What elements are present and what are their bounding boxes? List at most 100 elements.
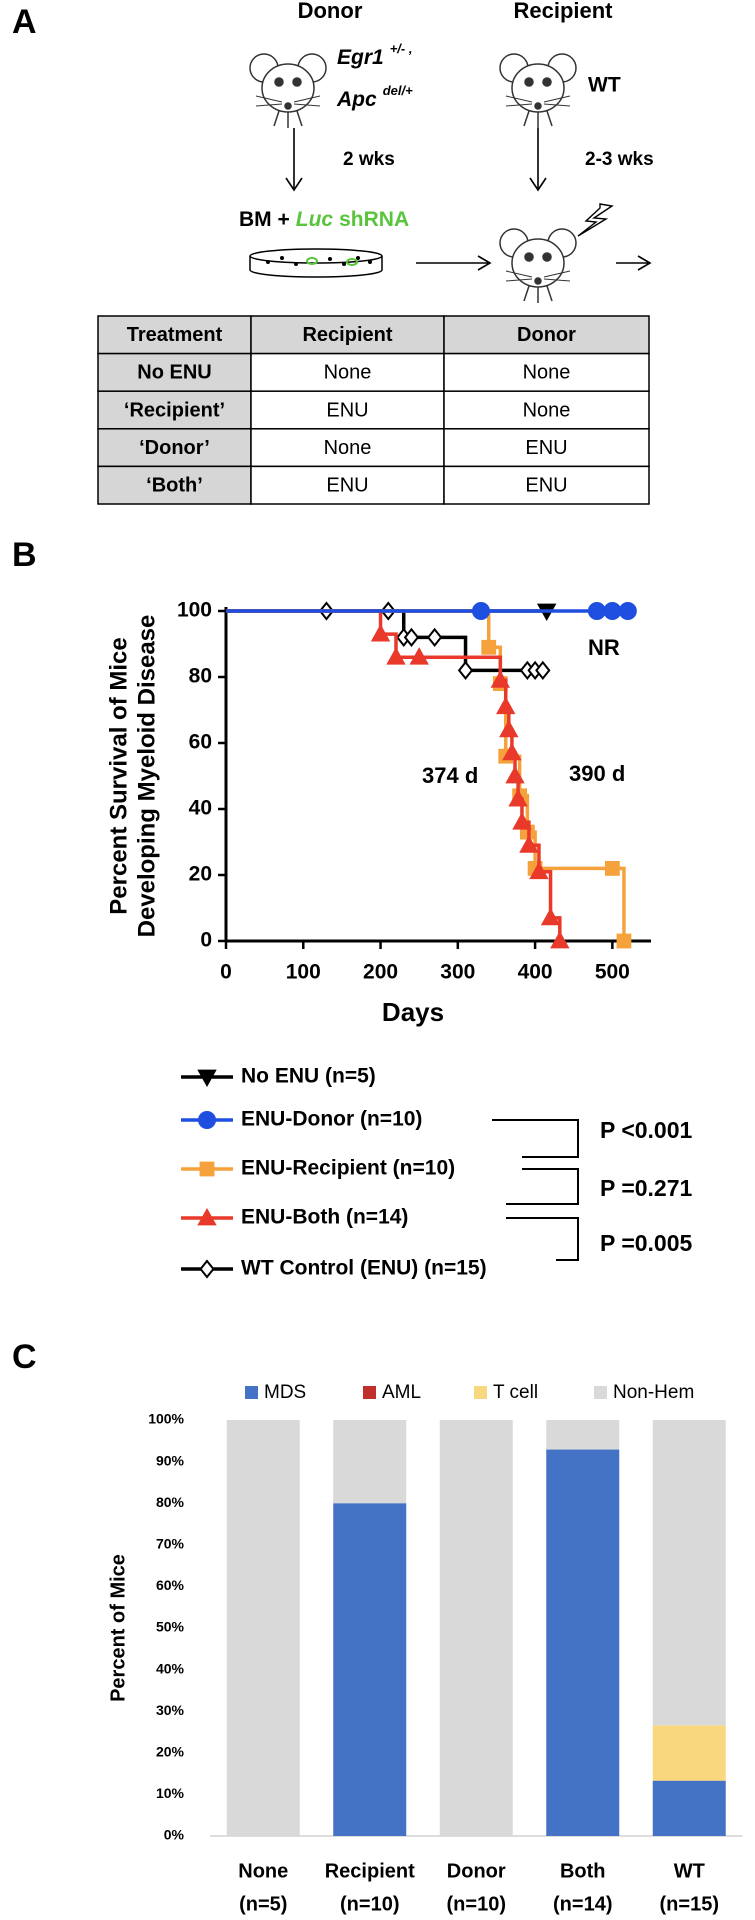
survival-marker (481, 639, 497, 655)
table-text: None (523, 399, 571, 421)
bar-segment (652, 1420, 726, 1726)
survival-marker (535, 660, 551, 681)
legend-label: MDS (264, 1382, 306, 1403)
table-cell (250, 465, 445, 505)
genotype: Egr1 +/- , (337, 41, 412, 68)
legend-label: ENU-Both (n=14) (241, 1206, 408, 1229)
y-tick-label: 40% (156, 1660, 185, 1676)
annotation: 390 d (569, 761, 625, 786)
legend-label: AML (382, 1382, 421, 1403)
bar-segment (333, 1503, 407, 1836)
legend-swatch (594, 1386, 607, 1399)
bar-segment (652, 1725, 726, 1781)
survival-marker (426, 627, 443, 648)
bar-segment (546, 1449, 620, 1836)
x-tick-label: 0 (220, 961, 232, 984)
allele: +/- , (390, 41, 413, 56)
panel-label: B (12, 536, 37, 574)
survival-marker (499, 719, 519, 738)
y-tick-label: 70% (156, 1536, 185, 1552)
y-tick-label: 50% (156, 1619, 185, 1635)
y-axis-title: Developing Myeloid Disease (133, 615, 160, 938)
x-tick-label: WT (674, 1860, 705, 1882)
survival-marker (403, 627, 420, 648)
x-tick-label: (n=14) (553, 1893, 612, 1915)
table-cell (97, 428, 252, 468)
annotation: NR (588, 635, 620, 660)
y-tick-label: 60% (156, 1577, 185, 1593)
x-tick-label: Recipient (325, 1860, 415, 1882)
y-tick-label: 10% (156, 1785, 185, 1801)
arrow (416, 255, 652, 271)
table-cell (97, 315, 252, 355)
legend-label: No ENU (n=5) (241, 1065, 376, 1088)
y-tick-label: 60 (189, 731, 212, 754)
table-text: No ENU (137, 362, 211, 384)
y-tick-label: 100% (148, 1411, 184, 1427)
survival-marker (490, 670, 511, 688)
table-text: None (324, 437, 372, 459)
allele: del/+ (383, 83, 413, 98)
recipient-mouse (499, 228, 577, 304)
stacked-chart: 0% 10% 20% 30% 40% 50% 60% 70% 80% 90% 100% Percent… (107, 1382, 743, 1915)
legend-marker (197, 1207, 217, 1226)
lightning (577, 203, 614, 237)
recipient-genotype: WT (588, 74, 621, 97)
table-cell (97, 465, 252, 505)
survival-marker (472, 602, 490, 620)
bracket (492, 1119, 579, 1261)
legend-marker (199, 1161, 215, 1177)
table-text: ‘Recipient’ (124, 399, 225, 421)
table-text: ENU (525, 474, 567, 496)
table-text: ‘Donor’ (139, 437, 210, 459)
x-tick-label: 500 (595, 961, 630, 984)
survival-marker (618, 602, 637, 620)
legend-swatch (245, 1386, 258, 1399)
y-tick-label: 20 (189, 863, 212, 886)
legend-label: T cell (493, 1382, 538, 1403)
x-tick-label: 400 (518, 961, 553, 984)
y-tick-label: 90% (156, 1452, 185, 1468)
annotation: 374 d (422, 763, 478, 788)
p-value: P <0.001 (600, 1117, 693, 1143)
table-cell (443, 465, 650, 505)
x-tick-label: Donor (447, 1860, 506, 1882)
table-text: ‘Both’ (146, 474, 203, 496)
y-tick-label: 40 (189, 797, 212, 820)
bm-label: BM + Luc shRNA (239, 208, 409, 231)
donor-label: Donor (298, 0, 363, 23)
table-header: Donor (517, 324, 576, 346)
legend-label: ENU-Donor (n=10) (241, 1108, 422, 1131)
y-tick-label: 80 (189, 665, 212, 688)
table-cell (443, 390, 650, 430)
survival-marker (604, 861, 620, 876)
legend-marker (199, 1259, 215, 1279)
survival-marker (370, 624, 391, 642)
table-text: None (523, 362, 571, 384)
wait-label: 2 wks (343, 149, 395, 170)
legend-label: ENU-Recipient (n=10) (241, 1157, 455, 1180)
genotype: Apc del/+ (336, 83, 413, 110)
y-axis-title: Percent of Mice (107, 1554, 129, 1702)
table-cell (443, 428, 650, 468)
x-tick-label: (n=10) (447, 1893, 506, 1915)
gene: Egr1 (337, 46, 384, 69)
bm-gene: Luc (296, 208, 334, 231)
table-text: ENU (326, 399, 368, 421)
survival-marker (502, 742, 522, 761)
x-tick-label: (n=15) (660, 1893, 719, 1915)
survival-marker (409, 647, 429, 665)
p-value: P =0.005 (600, 1230, 693, 1256)
x-tick-label: None (238, 1860, 288, 1882)
legend-label: WT Control (ENU) (n=15) (241, 1257, 487, 1280)
survival-marker (505, 765, 525, 784)
y-tick-label: 0% (164, 1827, 185, 1843)
bar-segment (226, 1420, 300, 1836)
survival-marker (519, 835, 539, 853)
legend-swatch (363, 1386, 376, 1399)
recipient-label: Recipient (513, 0, 613, 23)
survival-marker (540, 907, 561, 926)
wait-label: 2-3 wks (585, 149, 654, 170)
table-cell (250, 352, 445, 392)
